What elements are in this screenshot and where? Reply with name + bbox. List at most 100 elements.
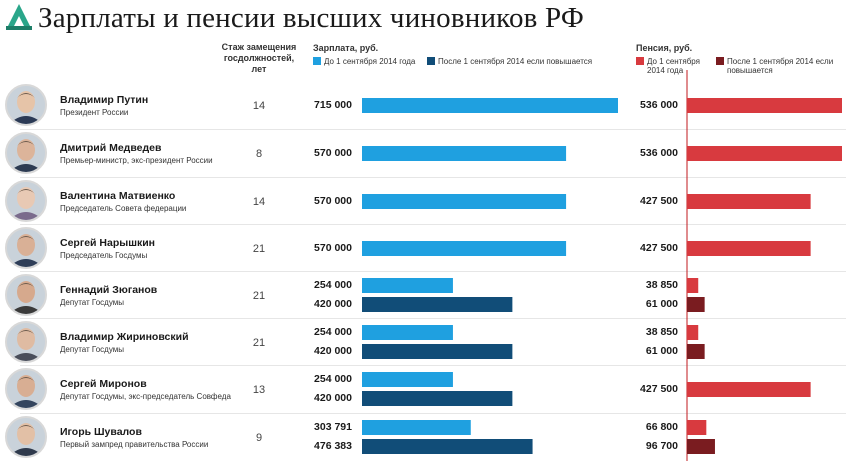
salary-bar [362,241,567,256]
official-name: Владимир Путин [60,94,149,106]
portrait-icon [7,370,45,408]
official-name: Сергей Нарышкин [60,237,156,249]
avatar [5,368,47,410]
official-name: Дмитрий Медведев [60,142,162,154]
tenure-years: 8 [255,148,263,160]
official-role: Председатель Совета федерации [60,204,187,213]
tenure-years: 21 [252,290,266,302]
salary-bar [362,278,453,293]
tenure-years: 13 [252,384,266,396]
salary-bar [362,98,618,113]
row-divider [20,129,846,130]
legend-swatch-salary-before [313,57,321,65]
avatar [5,84,47,126]
official-name: Валентина Матвиенко [60,190,176,202]
legend-swatch-pension-after [716,57,724,65]
portrait-icon [7,418,45,456]
official-name: Владимир Жириновский [60,331,189,343]
page-title: Зарплаты и пенсии высших чиновников РФ [38,2,584,34]
salary-bar [362,372,453,387]
row-divider [20,224,846,225]
salary-value: 303 791 [314,421,352,433]
pension-bar [687,420,707,435]
avatar [5,321,47,363]
official-name: Игорь Шувалов [60,426,142,438]
row-divider [20,271,846,272]
salary-bar [362,391,513,406]
legend-pension-before: До 1 сентября 2014 года [647,57,700,75]
salary-value: 254 000 [314,279,352,291]
legend-swatch-pension-before [636,57,644,65]
avatar [5,132,47,174]
tenure-years: 14 [252,100,266,112]
pension-bar [687,98,842,113]
pension-value: 38 850 [645,279,678,291]
row-divider [20,318,846,319]
portrait-icon [7,86,45,124]
salary-value: 420 000 [314,392,352,404]
pension-value: 536 000 [640,99,678,111]
salary-bar [362,344,513,359]
portrait-icon [7,276,45,314]
official-role: Председатель Госдумы [60,251,148,260]
portrait-icon [7,229,45,267]
official-role: Премьер-министр, экс-президент России [60,156,213,165]
official-role: Депутат Госдумы [60,298,125,307]
salary-column-header: Зарплата, руб. [313,43,379,53]
legend-salary-after: После 1 сентября 2014 если повышается [438,57,593,66]
salary-value: 254 000 [314,373,352,385]
pension-column-header: Пенсия, руб. [636,43,693,53]
row-divider [20,413,846,414]
salary-bar [362,194,567,209]
salary-bar [362,297,513,312]
salary-bar [362,146,567,161]
official-name: Сергей Миронов [60,378,147,390]
pension-bar [687,297,705,312]
salary-value: 570 000 [314,195,352,207]
pension-value: 427 500 [640,195,678,207]
tenure-years: 14 [252,196,266,208]
tenure-years: 21 [252,337,266,349]
salary-value: 420 000 [314,298,352,310]
pension-value: 427 500 [640,383,678,395]
tenure-column-header: Стаж замещения госдолжностей, лет [221,42,297,74]
portrait-icon [7,182,45,220]
salary-bar [362,325,453,340]
salary-bar [362,420,471,435]
official-name: Геннадий Зюганов [60,284,158,296]
official-role: Депутат Госдумы [60,345,125,354]
avatar [5,274,47,316]
legend-swatch-salary-after [427,57,435,65]
avatar [5,416,47,458]
salary-value: 570 000 [314,242,352,254]
pension-bar [687,439,715,454]
legend-pension-after: После 1 сентября 2014 если повышается [727,57,834,75]
pension-bar [687,344,705,359]
logo-icon [6,4,32,30]
pension-bar [687,241,811,256]
legend-salary-before: До 1 сентября 2014 года [324,57,416,66]
tenure-years: 21 [252,243,266,255]
official-role: Первый зампред правительства России [60,440,209,449]
pension-value: 536 000 [640,147,678,159]
pension-bar [687,278,699,293]
pension-value: 38 850 [645,326,678,338]
pension-bar [687,382,811,397]
portrait-icon [7,323,45,361]
pension-bar [687,325,699,340]
salary-value: 476 383 [314,440,352,452]
pension-value: 61 000 [645,298,678,310]
salary-bar [362,439,533,454]
pension-value: 427 500 [640,242,678,254]
pension-value: 96 700 [645,440,678,452]
salary-value: 570 000 [314,147,352,159]
pension-bar [687,194,811,209]
pension-value: 66 800 [645,421,678,433]
row-divider [20,177,846,178]
avatar [5,227,47,269]
row-divider [20,365,846,366]
salary-value: 254 000 [314,326,352,338]
official-role: Депутат Госдумы, экс-председатель Совфед… [60,392,231,401]
tenure-years: 9 [255,432,263,444]
